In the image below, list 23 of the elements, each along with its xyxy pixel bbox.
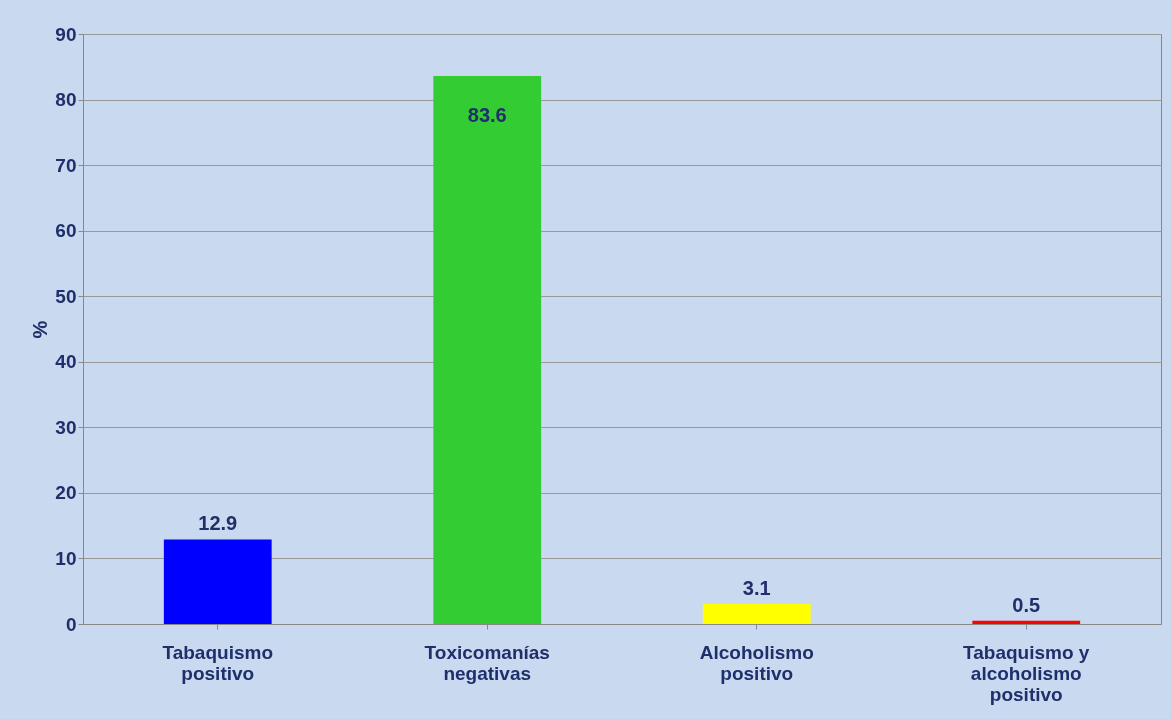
y-tick-label: 80 bbox=[55, 89, 77, 111]
x-tick-label: Tabaquismo positivo bbox=[162, 641, 273, 684]
data-label: 0.5 bbox=[1012, 593, 1041, 616]
data-label: 12.9 bbox=[198, 512, 238, 535]
data-label: 83.6 bbox=[467, 103, 507, 126]
y-tick-label: 70 bbox=[55, 154, 77, 176]
bar bbox=[702, 603, 811, 624]
y-tick-label: 60 bbox=[55, 220, 77, 242]
y-tick-label: 40 bbox=[55, 351, 77, 373]
y-tick-label: 10 bbox=[55, 547, 77, 569]
y-tick-label: 90 bbox=[55, 23, 77, 45]
bar bbox=[433, 75, 542, 624]
bar bbox=[163, 539, 272, 624]
y-tick-label: 0 bbox=[65, 613, 77, 635]
x-tick-label: Tabaquismo y alcoholismo positivo bbox=[963, 641, 1090, 705]
bar bbox=[972, 620, 1081, 624]
y-tick-label: 30 bbox=[55, 416, 77, 438]
x-tick-label: Alcoholismo positivo bbox=[699, 641, 814, 684]
x-tick-label: Toxicomanías negativas bbox=[424, 641, 550, 684]
y-tick-label: 50 bbox=[55, 285, 77, 307]
y-axis-title: % bbox=[29, 320, 52, 339]
data-label: 3.1 bbox=[742, 576, 771, 599]
y-tick-label: 20 bbox=[55, 482, 77, 504]
